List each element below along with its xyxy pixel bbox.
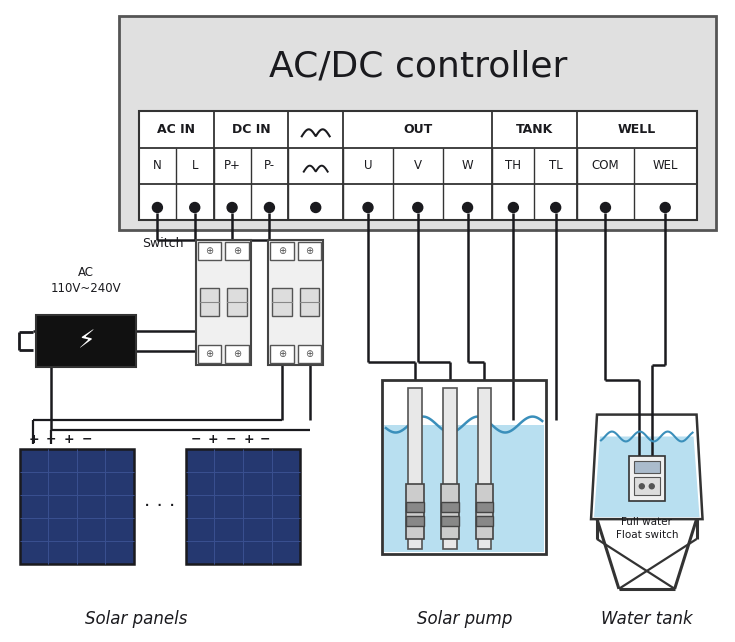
Text: ⊕: ⊕ xyxy=(278,349,286,359)
Text: Solar pump: Solar pump xyxy=(417,610,512,628)
Text: Solar panels: Solar panels xyxy=(85,610,187,628)
Text: −: − xyxy=(260,433,270,446)
Bar xyxy=(634,462,660,473)
Text: +: + xyxy=(243,433,254,446)
Text: N: N xyxy=(153,159,162,172)
Text: ⊕: ⊕ xyxy=(205,349,213,359)
Text: L: L xyxy=(192,159,198,172)
Bar xyxy=(273,288,292,316)
Bar xyxy=(227,288,246,316)
Bar xyxy=(298,345,321,363)
Bar xyxy=(634,477,660,495)
Bar xyxy=(186,449,301,564)
Bar xyxy=(441,516,459,526)
Text: TH: TH xyxy=(506,159,521,172)
Text: AC IN: AC IN xyxy=(157,123,196,136)
Text: ⊕: ⊕ xyxy=(306,349,314,359)
Bar xyxy=(382,380,546,554)
Text: ⊕: ⊕ xyxy=(278,247,286,256)
Text: +: + xyxy=(64,433,75,446)
Text: W: W xyxy=(462,159,473,172)
Circle shape xyxy=(509,202,518,213)
Text: · · ·: · · · xyxy=(144,497,176,516)
Text: U: U xyxy=(364,159,372,172)
Text: −: − xyxy=(226,433,236,446)
Text: P+: P+ xyxy=(223,159,240,172)
Bar xyxy=(406,516,424,526)
Bar xyxy=(139,111,697,220)
Circle shape xyxy=(227,202,237,213)
Text: Full water
Float switch: Full water Float switch xyxy=(615,517,678,541)
Circle shape xyxy=(152,202,162,213)
Bar xyxy=(270,242,294,260)
Text: ⊕: ⊕ xyxy=(306,247,314,256)
Bar xyxy=(300,288,319,316)
Polygon shape xyxy=(591,415,703,519)
Bar xyxy=(225,242,248,260)
Text: DC IN: DC IN xyxy=(232,123,270,136)
Bar xyxy=(20,449,134,564)
Bar xyxy=(225,345,248,363)
Bar xyxy=(478,388,492,549)
Bar xyxy=(441,502,459,512)
Text: −: − xyxy=(82,433,93,446)
Circle shape xyxy=(190,202,200,213)
Text: ⊕: ⊕ xyxy=(233,349,241,359)
Text: OUT: OUT xyxy=(404,123,432,136)
Polygon shape xyxy=(594,437,700,517)
Bar xyxy=(198,242,221,260)
Circle shape xyxy=(311,202,320,213)
Text: +: + xyxy=(28,433,39,446)
Bar xyxy=(441,484,459,539)
Circle shape xyxy=(649,484,654,489)
Text: AC/DC controller: AC/DC controller xyxy=(268,49,567,83)
Text: ⚡: ⚡ xyxy=(77,329,95,353)
Bar xyxy=(270,345,294,363)
Bar xyxy=(442,388,456,549)
Circle shape xyxy=(413,202,423,213)
Circle shape xyxy=(462,202,473,213)
Circle shape xyxy=(363,202,373,213)
Bar xyxy=(196,240,251,365)
Text: COM: COM xyxy=(592,159,620,172)
Text: ⊕: ⊕ xyxy=(233,247,241,256)
Bar xyxy=(268,240,323,365)
Circle shape xyxy=(660,202,670,213)
Text: V: V xyxy=(414,159,422,172)
Circle shape xyxy=(551,202,561,213)
Circle shape xyxy=(600,202,611,213)
Text: ⊕: ⊕ xyxy=(205,247,213,256)
Bar xyxy=(119,16,717,230)
Bar xyxy=(406,502,424,512)
Text: TL: TL xyxy=(549,159,562,172)
Bar xyxy=(476,516,493,526)
Bar xyxy=(406,484,424,539)
Bar xyxy=(408,388,422,549)
Text: Switch: Switch xyxy=(143,238,184,250)
Text: −: − xyxy=(46,433,57,446)
Text: TANK: TANK xyxy=(516,123,553,136)
Bar xyxy=(198,345,221,363)
Text: P-: P- xyxy=(264,159,275,172)
Text: +: + xyxy=(207,433,218,446)
Circle shape xyxy=(639,484,645,489)
Bar xyxy=(476,484,493,539)
Bar xyxy=(384,424,544,552)
Bar xyxy=(629,456,664,501)
Bar xyxy=(298,242,321,260)
Text: −: − xyxy=(190,433,201,446)
Bar xyxy=(37,315,136,367)
Text: Water tank: Water tank xyxy=(601,610,692,628)
Bar xyxy=(200,288,219,316)
Bar xyxy=(476,502,493,512)
Text: AC
110V~240V: AC 110V~240V xyxy=(51,266,121,295)
Text: WELL: WELL xyxy=(617,123,656,136)
Circle shape xyxy=(265,202,274,213)
Text: WEL: WEL xyxy=(653,159,678,172)
